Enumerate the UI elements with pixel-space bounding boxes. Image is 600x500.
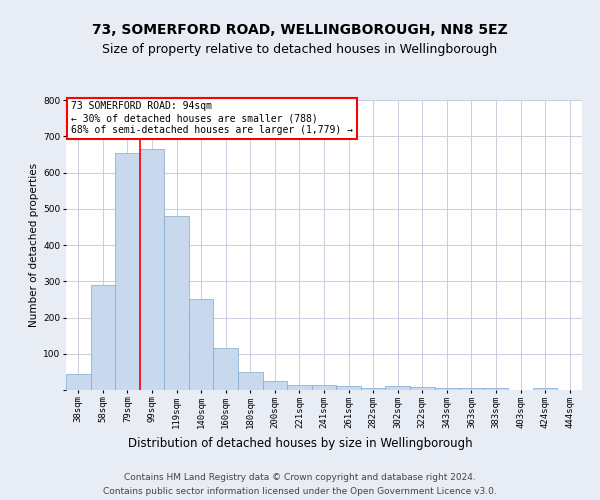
Text: Contains public sector information licensed under the Open Government Licence v3: Contains public sector information licen…: [103, 488, 497, 496]
Bar: [336, 386, 361, 390]
Bar: [287, 384, 312, 390]
Text: 73, SOMERFORD ROAD, WELLINGBOROUGH, NN8 5EZ: 73, SOMERFORD ROAD, WELLINGBOROUGH, NN8 …: [92, 22, 508, 36]
Bar: [115, 152, 140, 390]
Bar: [214, 348, 238, 390]
Bar: [189, 300, 214, 390]
Bar: [312, 384, 336, 390]
Bar: [459, 388, 484, 390]
Bar: [238, 372, 263, 390]
Bar: [164, 216, 189, 390]
Text: Size of property relative to detached houses in Wellingborough: Size of property relative to detached ho…: [103, 42, 497, 56]
Text: 73 SOMERFORD ROAD: 94sqm
← 30% of detached houses are smaller (788)
68% of semi-: 73 SOMERFORD ROAD: 94sqm ← 30% of detach…: [71, 102, 353, 134]
Bar: [533, 388, 557, 390]
Text: Contains HM Land Registry data © Crown copyright and database right 2024.: Contains HM Land Registry data © Crown c…: [124, 472, 476, 482]
Y-axis label: Number of detached properties: Number of detached properties: [29, 163, 39, 327]
Text: Distribution of detached houses by size in Wellingborough: Distribution of detached houses by size …: [128, 438, 472, 450]
Bar: [140, 149, 164, 390]
Bar: [434, 388, 459, 390]
Bar: [484, 388, 508, 390]
Bar: [410, 387, 434, 390]
Bar: [91, 285, 115, 390]
Bar: [66, 374, 91, 390]
Bar: [385, 386, 410, 390]
Bar: [361, 388, 385, 390]
Bar: [263, 381, 287, 390]
